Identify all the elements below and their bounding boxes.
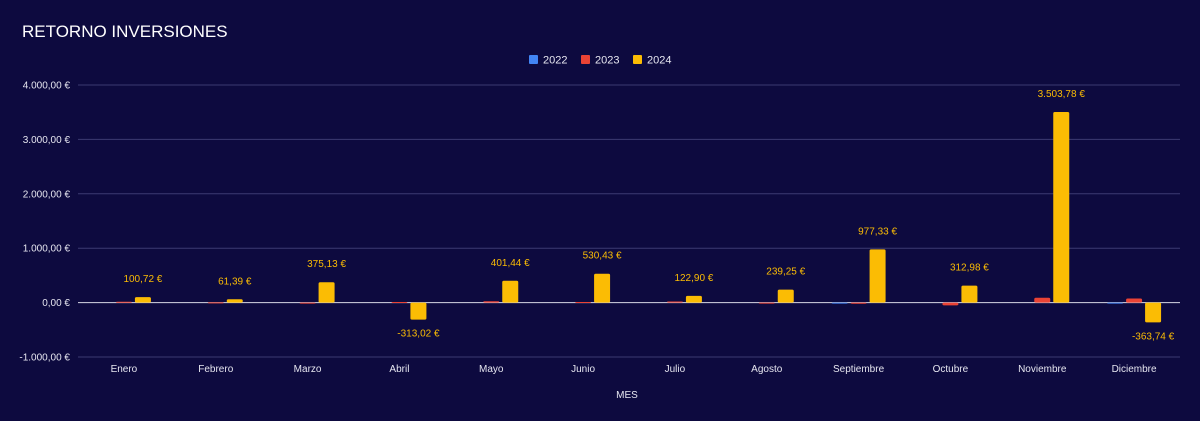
- bar-2022-septiembre: [831, 302, 848, 304]
- bar-2024-septiembre: [869, 249, 886, 303]
- bar-2024-diciembre: [1145, 302, 1162, 323]
- data-label: -313,02 €: [397, 329, 440, 340]
- legend-label-2023: 2023: [595, 55, 619, 67]
- bar-2024-mayo: [502, 280, 519, 303]
- x-tick-label: Julio: [665, 364, 686, 375]
- bar-2023-julio: [666, 301, 683, 303]
- y-tick-label: 3.000,00 €: [23, 135, 71, 146]
- data-label: 401,44 €: [491, 258, 530, 269]
- x-tick-label: Febrero: [198, 364, 233, 375]
- x-tick-label: Marzo: [294, 364, 322, 375]
- data-labels: 100,72 € 61,39 € 375,13 € -313,02 € 401,44 €…: [123, 89, 1174, 342]
- x-tick-label: Noviembre: [1018, 364, 1067, 375]
- bar-2024-enero: [134, 297, 151, 303]
- y-tick-label: 0,00 €: [42, 298, 70, 309]
- bar-2022-diciembre: [1107, 302, 1124, 304]
- y-tick-label: 2.000,00 €: [23, 189, 71, 200]
- bars: [115, 111, 1162, 323]
- legend: 2022 2023 2024: [529, 55, 671, 67]
- bar-2023-noviembre: [1034, 297, 1051, 303]
- bar-2024-agosto: [777, 289, 794, 303]
- x-tick-label: Junio: [571, 364, 595, 375]
- legend-swatch-2024: [633, 55, 642, 64]
- bar-2023-septiembre: [850, 302, 867, 304]
- bar-2023-febrero: [207, 302, 224, 304]
- gridlines: [78, 84, 1180, 358]
- x-axis-title: MES: [616, 390, 638, 401]
- x-tick-label: Mayo: [479, 364, 504, 375]
- bar-2023-junio: [575, 302, 592, 304]
- data-label: 100,72 €: [123, 274, 162, 285]
- bar-2024-marzo: [318, 282, 335, 303]
- bar-2023-agosto: [758, 302, 775, 304]
- legend-label-2022: 2022: [543, 55, 567, 67]
- bar-2023-enero: [115, 301, 132, 303]
- bar-2024-octubre: [961, 285, 978, 303]
- bar-2023-diciembre: [1126, 298, 1143, 303]
- bar-2023-abril: [391, 302, 408, 304]
- x-tick-label: Octubre: [933, 364, 969, 375]
- chart-title: RETORNO INVERSIONES: [22, 22, 228, 41]
- bar-2024-junio: [594, 273, 611, 303]
- data-label: 61,39 €: [218, 276, 252, 287]
- data-label: 312,98 €: [950, 263, 989, 274]
- bar-2023-mayo: [483, 301, 500, 303]
- x-tick-label: Enero: [111, 364, 138, 375]
- y-axis: 4.000,00 € 3.000,00 € 2.000,00 € 1.000,00 €…: [19, 81, 70, 364]
- x-tick-label: Abril: [389, 364, 409, 375]
- bar-2024-abril: [410, 302, 427, 320]
- y-tick-label: -1.000,00 €: [19, 353, 70, 364]
- bar-2024-julio: [685, 295, 702, 303]
- data-label: 239,25 €: [766, 267, 805, 278]
- bar-2024-febrero: [226, 299, 243, 303]
- legend-label-2024: 2024: [647, 55, 671, 67]
- data-label: -363,74 €: [1132, 331, 1175, 342]
- data-label: 375,13 €: [307, 259, 346, 270]
- x-tick-label: Septiembre: [833, 364, 885, 375]
- y-tick-label: 1.000,00 €: [23, 244, 71, 255]
- y-tick-label: 4.000,00 €: [23, 81, 71, 92]
- data-label: 977,33 €: [858, 226, 897, 237]
- x-axis: Enero Febrero Marzo Abril Mayo Junio Julio Agos…: [111, 364, 1157, 375]
- x-tick-label: Agosto: [751, 364, 783, 375]
- data-label: 122,90 €: [674, 273, 713, 284]
- x-tick-label: Diciembre: [1112, 364, 1157, 375]
- data-label: 530,43 €: [583, 251, 622, 262]
- data-label: 3.503,78 €: [1038, 89, 1086, 100]
- legend-swatch-2023: [581, 55, 590, 64]
- legend-swatch-2022: [529, 55, 538, 64]
- bar-2023-marzo: [299, 302, 316, 304]
- bar-2023-octubre: [942, 302, 959, 306]
- bar-2024-noviembre: [1053, 111, 1070, 303]
